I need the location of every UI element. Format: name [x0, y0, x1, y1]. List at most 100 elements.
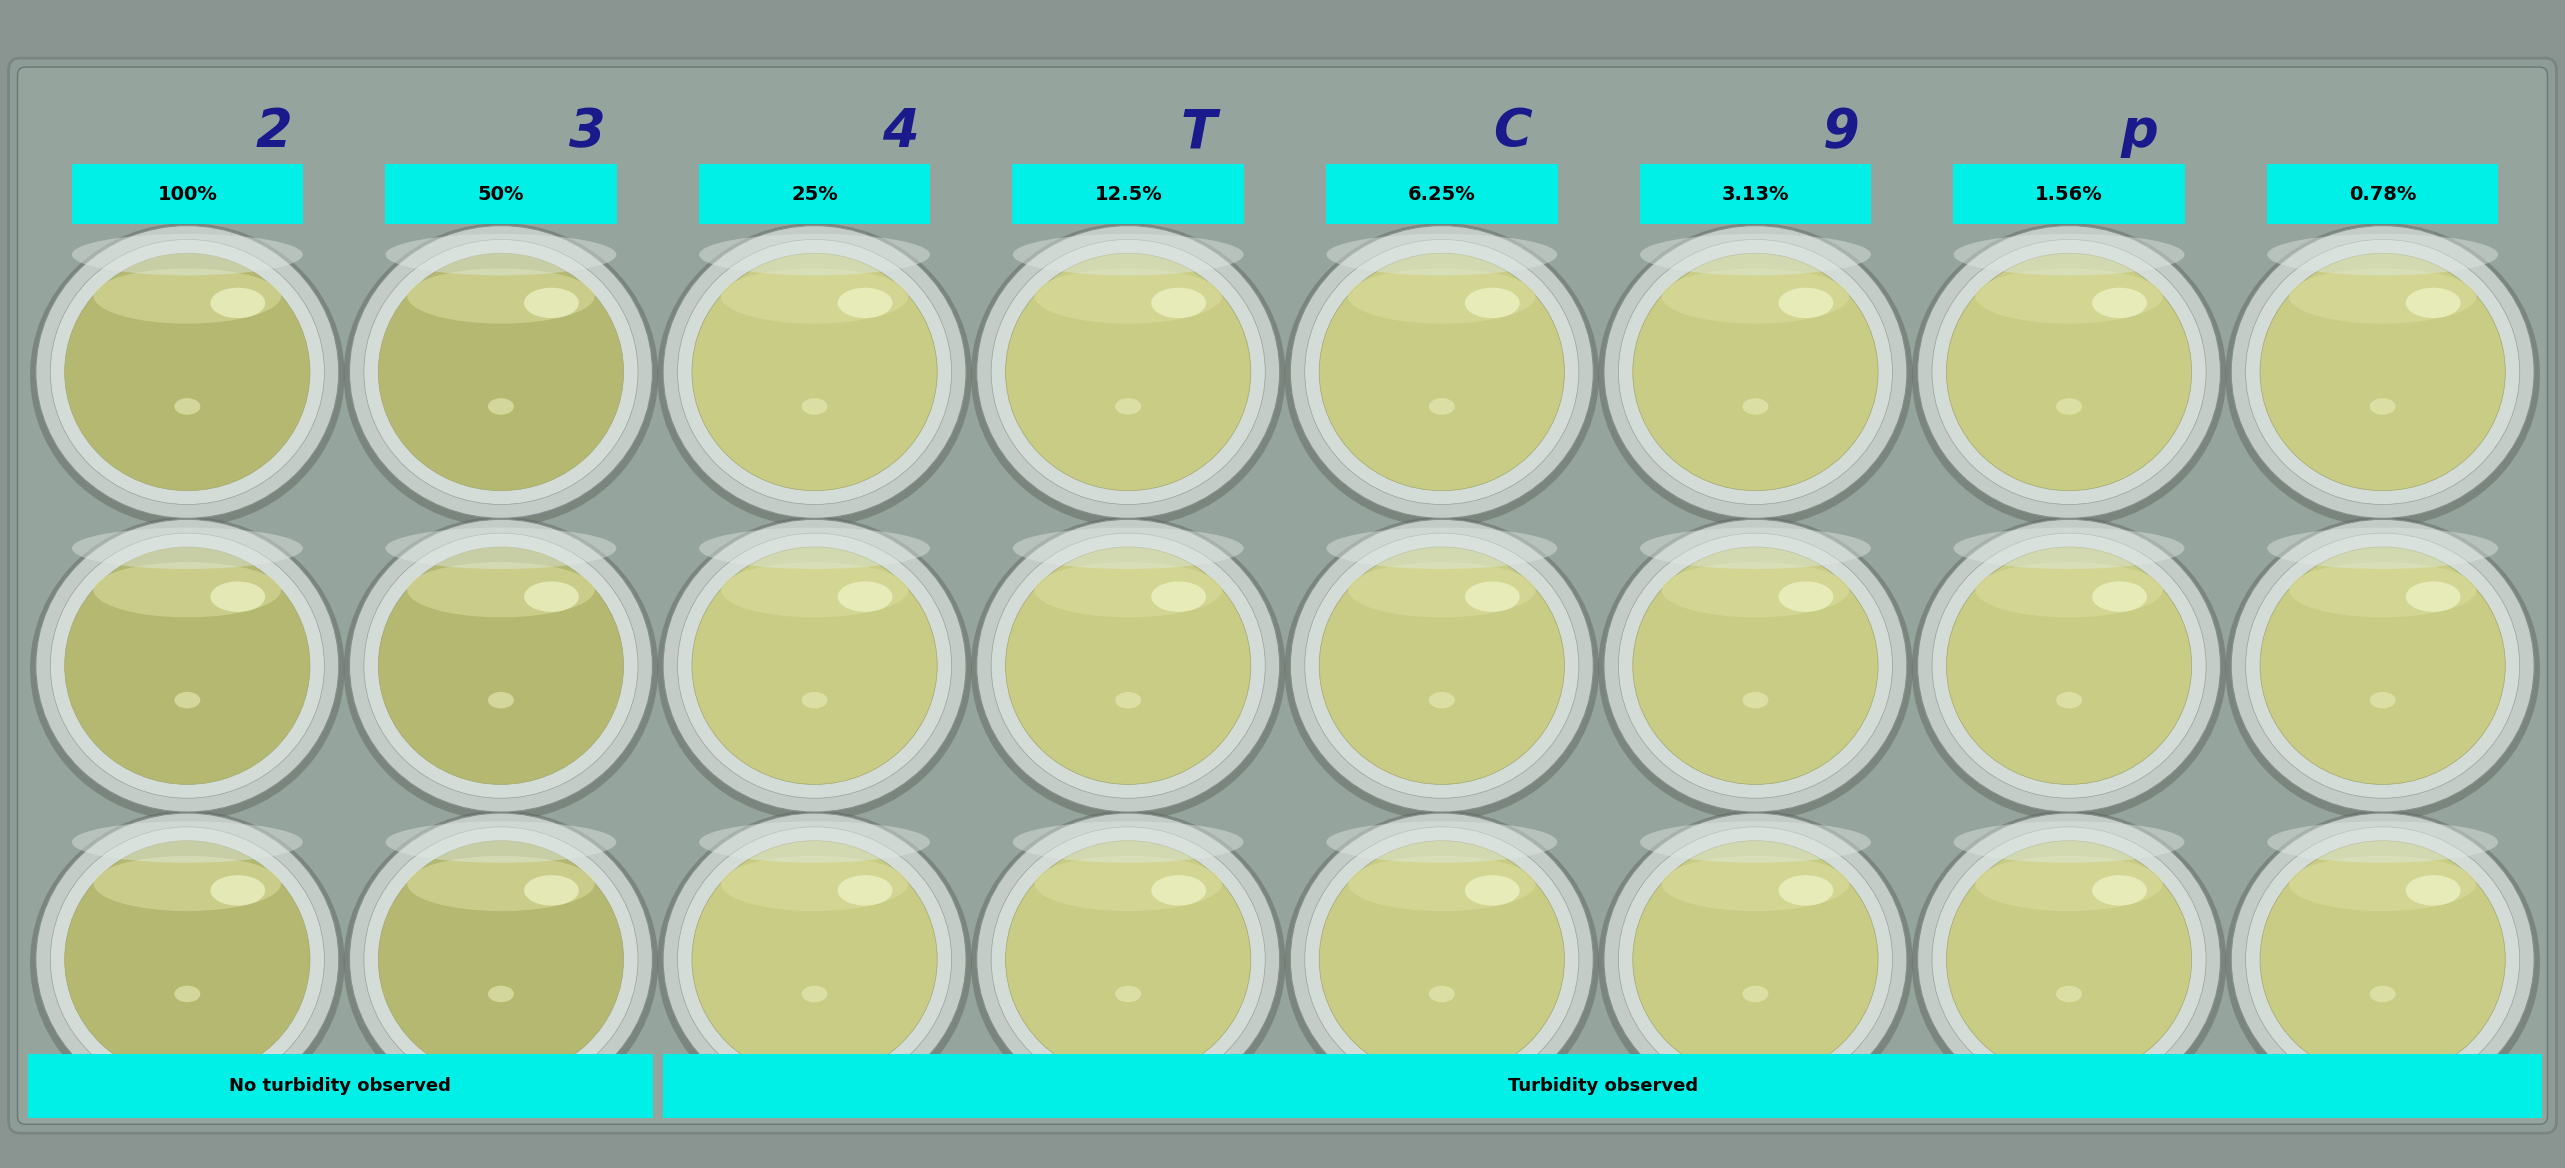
Ellipse shape: [977, 225, 1280, 519]
Ellipse shape: [2057, 986, 2083, 1002]
Ellipse shape: [1005, 841, 1252, 1078]
Ellipse shape: [977, 520, 1280, 812]
Ellipse shape: [1634, 253, 1878, 491]
Ellipse shape: [210, 582, 264, 612]
FancyBboxPatch shape: [2267, 164, 2498, 224]
Ellipse shape: [1919, 225, 2221, 519]
Ellipse shape: [64, 547, 310, 785]
Ellipse shape: [1975, 269, 2162, 324]
Ellipse shape: [1639, 234, 1870, 276]
Ellipse shape: [1975, 562, 2162, 618]
Ellipse shape: [523, 287, 580, 318]
Ellipse shape: [377, 841, 623, 1078]
FancyBboxPatch shape: [28, 1055, 652, 1118]
Ellipse shape: [92, 269, 282, 324]
Ellipse shape: [1013, 234, 1244, 276]
Text: 100%: 100%: [156, 185, 218, 203]
Ellipse shape: [657, 516, 972, 821]
Ellipse shape: [487, 691, 513, 709]
Ellipse shape: [1465, 287, 1518, 318]
Ellipse shape: [664, 520, 967, 812]
Ellipse shape: [2406, 582, 2460, 612]
Ellipse shape: [487, 986, 513, 1002]
Ellipse shape: [1465, 875, 1518, 905]
Ellipse shape: [1619, 533, 1893, 798]
Ellipse shape: [1152, 875, 1206, 905]
Ellipse shape: [2260, 253, 2506, 491]
Ellipse shape: [1013, 528, 1244, 569]
Ellipse shape: [385, 234, 616, 276]
Text: T: T: [1180, 106, 1216, 158]
Ellipse shape: [36, 520, 339, 812]
Ellipse shape: [349, 813, 652, 1106]
Text: No turbidity observed: No turbidity observed: [228, 1077, 451, 1096]
Text: p: p: [2121, 106, 2160, 158]
Ellipse shape: [1742, 986, 1767, 1002]
Ellipse shape: [523, 582, 580, 612]
Ellipse shape: [1326, 234, 1557, 276]
Ellipse shape: [64, 841, 310, 1078]
Ellipse shape: [1349, 562, 1536, 618]
Ellipse shape: [1639, 528, 1870, 569]
FancyBboxPatch shape: [1639, 164, 1872, 224]
Ellipse shape: [377, 547, 623, 785]
Ellipse shape: [1429, 691, 1454, 709]
Ellipse shape: [1013, 821, 1244, 863]
Ellipse shape: [693, 841, 936, 1078]
Ellipse shape: [1742, 398, 1767, 415]
Ellipse shape: [972, 223, 1285, 527]
Ellipse shape: [2057, 691, 2083, 709]
Ellipse shape: [92, 562, 282, 618]
Ellipse shape: [210, 875, 264, 905]
Ellipse shape: [1005, 253, 1252, 491]
Ellipse shape: [1116, 398, 1141, 415]
Ellipse shape: [677, 827, 952, 1092]
Ellipse shape: [1778, 582, 1834, 612]
Ellipse shape: [700, 528, 931, 569]
Ellipse shape: [839, 875, 893, 905]
Ellipse shape: [51, 827, 323, 1092]
Ellipse shape: [1152, 287, 1206, 318]
Text: 12.5%: 12.5%: [1095, 185, 1162, 203]
Ellipse shape: [364, 533, 639, 798]
Ellipse shape: [1429, 986, 1454, 1002]
Ellipse shape: [972, 811, 1285, 1114]
Ellipse shape: [1955, 234, 2185, 276]
Ellipse shape: [990, 827, 1265, 1092]
Ellipse shape: [803, 691, 828, 709]
Ellipse shape: [664, 813, 967, 1106]
Ellipse shape: [803, 398, 828, 415]
Ellipse shape: [1349, 856, 1536, 911]
Ellipse shape: [364, 827, 639, 1092]
Ellipse shape: [2406, 287, 2460, 318]
Text: C: C: [1493, 106, 1531, 158]
Ellipse shape: [1306, 533, 1580, 798]
Ellipse shape: [1975, 856, 2162, 911]
Ellipse shape: [1598, 223, 1913, 527]
Ellipse shape: [2244, 239, 2519, 505]
Ellipse shape: [1947, 841, 2191, 1078]
Ellipse shape: [721, 269, 908, 324]
Ellipse shape: [174, 398, 200, 415]
Ellipse shape: [1919, 813, 2221, 1106]
Ellipse shape: [31, 811, 344, 1114]
Ellipse shape: [72, 528, 303, 569]
Ellipse shape: [1285, 516, 1598, 821]
FancyBboxPatch shape: [8, 58, 2557, 1133]
Ellipse shape: [2288, 269, 2475, 324]
Ellipse shape: [51, 239, 323, 505]
Ellipse shape: [664, 225, 967, 519]
Ellipse shape: [972, 516, 1285, 821]
Ellipse shape: [1603, 813, 1906, 1106]
Ellipse shape: [1318, 547, 1565, 785]
Ellipse shape: [2267, 234, 2498, 276]
Ellipse shape: [1116, 691, 1141, 709]
Ellipse shape: [51, 533, 323, 798]
Ellipse shape: [677, 239, 952, 505]
Ellipse shape: [1778, 287, 1834, 318]
Ellipse shape: [1955, 821, 2185, 863]
Text: 0.78%: 0.78%: [2350, 185, 2416, 203]
Ellipse shape: [408, 562, 595, 618]
Ellipse shape: [1290, 520, 1593, 812]
Ellipse shape: [174, 986, 200, 1002]
